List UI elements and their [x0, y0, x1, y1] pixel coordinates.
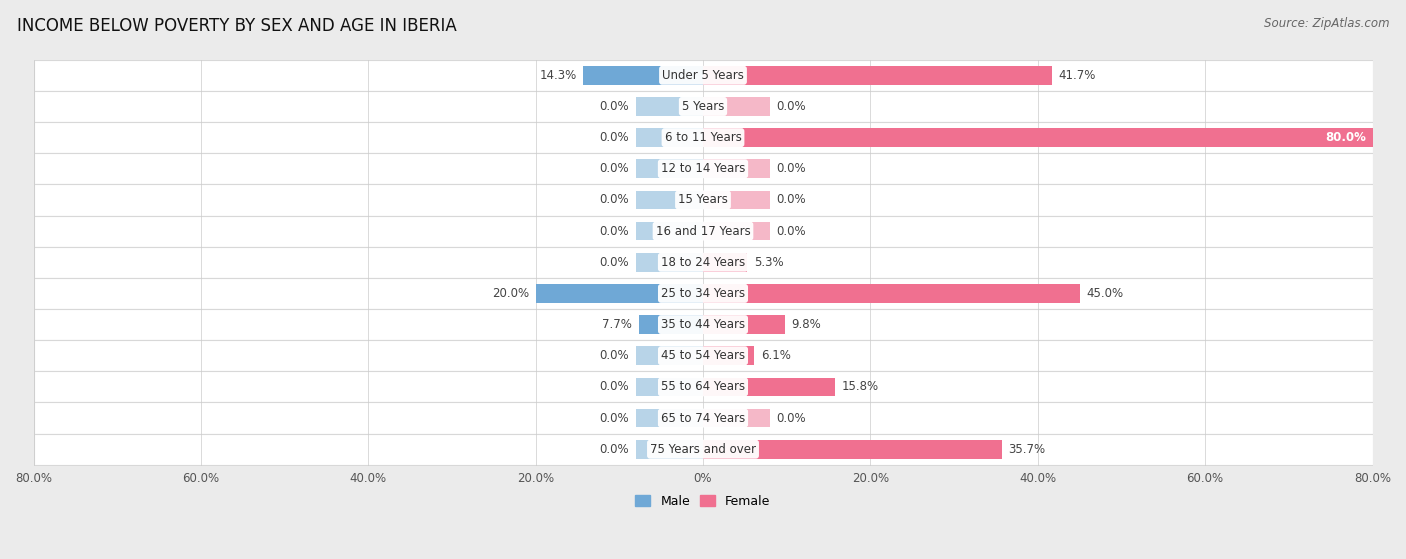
Bar — [703, 128, 1372, 147]
Bar — [636, 97, 703, 116]
FancyBboxPatch shape — [34, 122, 1372, 153]
Text: INCOME BELOW POVERTY BY SEX AND AGE IN IBERIA: INCOME BELOW POVERTY BY SEX AND AGE IN I… — [17, 17, 457, 35]
Text: 0.0%: 0.0% — [600, 256, 630, 269]
Bar — [636, 128, 703, 147]
Bar — [636, 377, 703, 396]
Bar — [703, 191, 770, 209]
FancyBboxPatch shape — [34, 60, 1372, 91]
Bar — [703, 222, 770, 240]
Text: 0.0%: 0.0% — [600, 349, 630, 362]
Text: 0.0%: 0.0% — [600, 100, 630, 113]
Text: 15 Years: 15 Years — [678, 193, 728, 206]
Text: 0.0%: 0.0% — [600, 193, 630, 206]
Bar — [703, 97, 770, 116]
Text: 0.0%: 0.0% — [776, 411, 806, 424]
Text: 7.7%: 7.7% — [602, 318, 631, 331]
Text: 0.0%: 0.0% — [776, 225, 806, 238]
FancyBboxPatch shape — [34, 247, 1372, 278]
Text: 0.0%: 0.0% — [600, 131, 630, 144]
Bar — [703, 159, 770, 178]
FancyBboxPatch shape — [34, 340, 1372, 371]
Legend: Male, Female: Male, Female — [630, 490, 776, 513]
Text: 35.7%: 35.7% — [1008, 443, 1046, 456]
Text: 35 to 44 Years: 35 to 44 Years — [661, 318, 745, 331]
FancyBboxPatch shape — [34, 371, 1372, 402]
Text: 0.0%: 0.0% — [600, 225, 630, 238]
FancyBboxPatch shape — [34, 278, 1372, 309]
Bar — [638, 315, 703, 334]
Text: 6 to 11 Years: 6 to 11 Years — [665, 131, 741, 144]
FancyBboxPatch shape — [34, 216, 1372, 247]
FancyBboxPatch shape — [34, 153, 1372, 184]
Bar — [536, 284, 703, 303]
Text: 0.0%: 0.0% — [600, 443, 630, 456]
Bar — [636, 253, 703, 272]
FancyBboxPatch shape — [34, 309, 1372, 340]
Text: 55 to 64 Years: 55 to 64 Years — [661, 380, 745, 394]
Text: 25 to 34 Years: 25 to 34 Years — [661, 287, 745, 300]
Text: 5.3%: 5.3% — [754, 256, 783, 269]
Text: 12 to 14 Years: 12 to 14 Years — [661, 162, 745, 176]
FancyBboxPatch shape — [34, 434, 1372, 465]
Text: Under 5 Years: Under 5 Years — [662, 69, 744, 82]
Text: 80.0%: 80.0% — [1324, 131, 1365, 144]
Bar — [703, 253, 748, 272]
Text: 15.8%: 15.8% — [842, 380, 879, 394]
Bar — [583, 66, 703, 84]
Bar — [636, 409, 703, 428]
Bar — [703, 315, 785, 334]
FancyBboxPatch shape — [34, 91, 1372, 122]
Text: 16 and 17 Years: 16 and 17 Years — [655, 225, 751, 238]
Text: 41.7%: 41.7% — [1059, 69, 1097, 82]
Bar — [636, 347, 703, 365]
Text: 65 to 74 Years: 65 to 74 Years — [661, 411, 745, 424]
Text: 14.3%: 14.3% — [540, 69, 576, 82]
Text: 45 to 54 Years: 45 to 54 Years — [661, 349, 745, 362]
Text: 0.0%: 0.0% — [776, 100, 806, 113]
Bar — [636, 159, 703, 178]
FancyBboxPatch shape — [34, 184, 1372, 216]
Text: 6.1%: 6.1% — [761, 349, 790, 362]
Text: 0.0%: 0.0% — [776, 193, 806, 206]
Text: 0.0%: 0.0% — [776, 162, 806, 176]
Text: 0.0%: 0.0% — [600, 380, 630, 394]
Bar — [636, 191, 703, 209]
Bar — [703, 440, 1001, 458]
Bar — [703, 284, 1080, 303]
Text: Source: ZipAtlas.com: Source: ZipAtlas.com — [1264, 17, 1389, 30]
Text: 75 Years and over: 75 Years and over — [650, 443, 756, 456]
Bar — [703, 347, 754, 365]
Bar — [703, 377, 835, 396]
Text: 18 to 24 Years: 18 to 24 Years — [661, 256, 745, 269]
Bar — [636, 222, 703, 240]
Bar — [703, 66, 1052, 84]
Text: 45.0%: 45.0% — [1087, 287, 1123, 300]
Text: 20.0%: 20.0% — [492, 287, 529, 300]
Bar — [636, 440, 703, 458]
Text: 9.8%: 9.8% — [792, 318, 821, 331]
Text: 0.0%: 0.0% — [600, 162, 630, 176]
Text: 0.0%: 0.0% — [600, 411, 630, 424]
Bar — [703, 409, 770, 428]
Text: 5 Years: 5 Years — [682, 100, 724, 113]
FancyBboxPatch shape — [34, 402, 1372, 434]
